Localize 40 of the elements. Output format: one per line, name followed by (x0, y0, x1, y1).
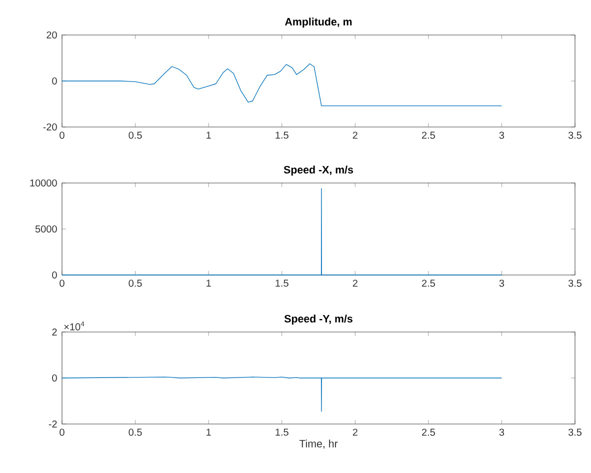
x-tick-label: 3.5 (568, 132, 582, 139)
x-tick-label: 1.5 (276, 428, 288, 436)
x-tick-label: 3 (499, 280, 504, 287)
text: ×10$^{4}$ (64, 321, 84, 330)
line-series (62, 376, 502, 412)
line-series (62, 63, 502, 106)
x-tick-label: 0.5 (128, 280, 142, 287)
x-tick-label: 3.5 (568, 280, 582, 287)
chart-title: Speed -X, m/s (284, 166, 354, 176)
x-tick-label: 2 (352, 428, 358, 436)
x-tick-label: 1 (206, 132, 211, 139)
x-tick-label: 3.5 (568, 428, 582, 436)
y-tick-label: 5000 (35, 225, 57, 233)
x-tick-label: 0.5 (128, 428, 142, 436)
x-tick-label: 2.5 (422, 428, 435, 436)
y-tick-label: 2 (52, 328, 57, 336)
x-tick-label: 1.5 (276, 280, 288, 287)
x-tick-label: 0 (60, 132, 64, 139)
chart-title: Amplitude, m (284, 18, 352, 28)
x-tick-label: 1.5 (276, 132, 288, 139)
x-axis-title: Time, hr (299, 440, 338, 449)
y-tick-label: -20 (43, 123, 57, 131)
x-tick-label: 3 (499, 428, 504, 436)
x-tick-label: 2 (352, 132, 358, 139)
x-tick-label: 3 (499, 132, 504, 139)
x-tick-label: 1 (206, 280, 211, 287)
x-tick-label: 2.5 (422, 132, 435, 139)
y-tick-label: -2 (48, 420, 57, 428)
x-tick-label: 2 (352, 280, 358, 287)
y-tick-label: 0 (52, 77, 57, 85)
x-tick-label: 0 (60, 428, 64, 436)
x-tick-label: 0.5 (128, 132, 142, 139)
chart-title: Speed -Y, m/s (284, 314, 352, 325)
x-tick-label: 2.5 (422, 280, 435, 287)
y-tick-label: 0 (52, 374, 57, 382)
y-tick-label: 0 (52, 271, 57, 279)
y-tick-label: 10000 (30, 179, 57, 187)
x-tick-label: 0 (60, 280, 64, 287)
y-tick-label: 20 (46, 31, 57, 39)
x-tick-label: 1 (206, 428, 211, 436)
